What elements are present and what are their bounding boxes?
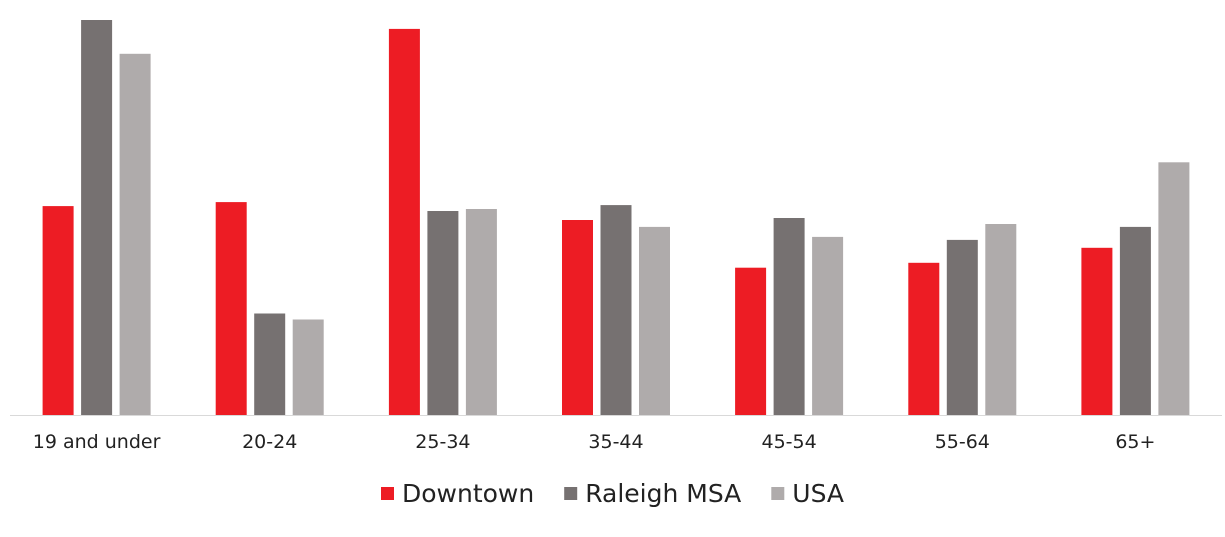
bar-raleigh-msa-35-44 — [600, 205, 632, 415]
bar-raleigh-msa-20-24 — [254, 313, 286, 415]
legend-label-raleigh-msa: Raleigh MSA — [585, 479, 741, 508]
bar-usa-19-and-under — [119, 53, 151, 416]
bar-usa-55-64 — [985, 224, 1017, 415]
legend-label-usa: USA — [792, 479, 844, 508]
bar-raleigh-msa-25-34 — [427, 211, 459, 415]
x-tick-label: 20-24 — [242, 431, 297, 453]
bar-raleigh-msa-19-and-under — [81, 20, 113, 415]
bar-raleigh-msa-45-54 — [773, 218, 805, 415]
bar-downtown-65 — [1081, 247, 1113, 415]
x-tick-label: 35-44 — [588, 431, 643, 453]
bar-usa-45-54 — [812, 236, 844, 415]
bar-downtown-19-and-under — [42, 206, 74, 415]
bar-downtown-55-64 — [908, 262, 940, 415]
bars-group — [42, 20, 1190, 416]
legend-swatch-downtown — [381, 487, 394, 500]
legend-item-usa: USA — [771, 479, 844, 508]
bar-downtown-35-44 — [562, 220, 593, 415]
bar-raleigh-msa-55-64 — [946, 239, 978, 415]
legend-swatch-raleigh-msa — [564, 487, 578, 500]
bar-raleigh-msa-65 — [1119, 226, 1151, 415]
bar-usa-25-34 — [465, 209, 497, 415]
bar-downtown-45-54 — [735, 267, 767, 415]
x-tick-labels: 19 and under 20-24 25-34 35-44 45-54 55-64 65+ — [33, 431, 1156, 453]
bar-usa-20-24 — [292, 319, 324, 415]
legend-label-downtown: Downtown — [402, 479, 534, 508]
bar-downtown-25-34 — [388, 28, 420, 416]
bar-downtown-20-24 — [215, 202, 247, 415]
legend-item-raleigh-msa: Raleigh MSA — [564, 479, 741, 508]
x-tick-label: 65+ — [1115, 431, 1155, 453]
bar-usa-65 — [1158, 162, 1190, 415]
x-tick-label: 19 and under — [33, 431, 161, 453]
bar-usa-35-44 — [639, 226, 670, 415]
x-tick-label: 45-54 — [761, 431, 816, 453]
legend: Downtown Raleigh MSA USA — [381, 479, 844, 508]
legend-swatch-usa — [771, 487, 785, 500]
x-tick-label: 55-64 — [935, 431, 990, 453]
legend-item-downtown: Downtown — [381, 479, 534, 508]
x-tick-label: 25-34 — [415, 431, 470, 453]
